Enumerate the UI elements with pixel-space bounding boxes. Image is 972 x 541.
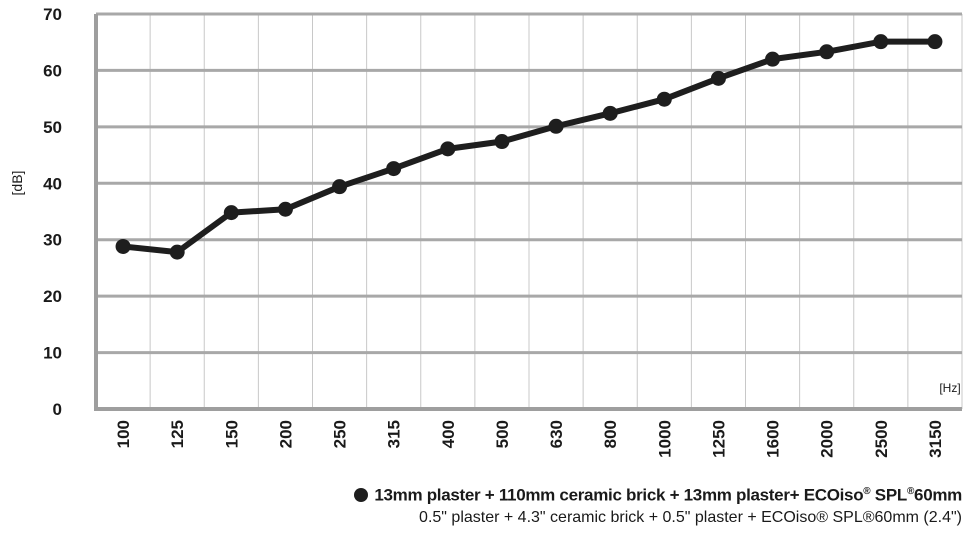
data-point [494,134,510,150]
legend-text-main: 13mm plaster + 110mm ceramic brick + 13m… [374,485,864,505]
data-point [548,118,564,134]
data-point [277,201,293,217]
y-tick-label: 20 [43,287,62,306]
x-tick-labels: 100 125 150 200 250 315 400 500 630 800 1000 1250 16… [114,420,945,458]
vertical-grid [149,14,963,409]
x-tick-label: 3150 [926,420,945,458]
legend-subtitle-imperial: 0.5" plaster + 4.3" ceramic brick + 0.5"… [419,508,962,526]
y-tick-label: 70 [43,5,62,24]
x-tick-label: 1250 [709,420,728,458]
x-tick-label: 2000 [818,420,837,458]
legend-marker [354,487,369,502]
data-point [440,141,456,157]
x-tick-label: 150 [222,420,241,448]
y-tick-label: 0 [53,400,62,419]
x-tick-label: 250 [331,420,350,448]
data-point [223,205,239,221]
data-point [386,161,402,177]
y-axis-label: [dB] [9,171,25,196]
data-point [115,238,131,254]
data-point [819,44,835,60]
x-tick-label: 200 [276,420,295,448]
y-tick-labels: 0 10 20 30 40 50 60 70 [43,5,62,419]
x-tick-label: 315 [385,420,404,448]
horizontal-grid [96,12,962,355]
legend-text-size: 60mm [914,485,962,505]
x-tick-label: 500 [493,420,512,448]
data-point [169,244,185,260]
y-tick-label: 40 [43,174,62,193]
data-point [710,70,726,86]
data-point [656,91,672,107]
data-point [873,34,889,50]
y-tick-label: 30 [43,231,62,250]
data-series [115,34,943,260]
y-tick-label: 60 [43,61,62,80]
data-point [765,51,781,67]
legend-registered-mark: ® [863,486,871,497]
x-tick-label: 1600 [764,420,783,458]
series-line [120,38,938,256]
legend-entry: 13mm plaster + 110mm ceramic brick + 13m… [354,481,962,507]
x-tick-label: 630 [547,420,566,448]
x-tick-label: 1000 [655,420,674,458]
legend-registered-mark-2: ® [906,486,915,497]
x-tick-label: 100 [114,420,133,448]
y-tick-label: 10 [43,344,62,363]
data-point [332,179,348,195]
x-tick-label: 125 [168,420,187,448]
x-tick-label: 800 [601,420,620,448]
data-point [927,34,943,50]
line-chart: 0 10 20 30 40 50 60 70 100 125 150 200 250 315 400 500… [9,5,963,458]
x-tick-label: 400 [439,420,458,448]
data-point [602,105,618,121]
legend: 13mm plaster + 110mm ceramic brick + 13m… [354,481,962,529]
y-tick-label: 50 [43,118,62,137]
x-tick-label: 2500 [872,420,891,458]
axes [94,14,962,411]
x-axis-unit-label: [Hz] [939,381,960,395]
legend-text-spl: SPL [870,485,907,505]
